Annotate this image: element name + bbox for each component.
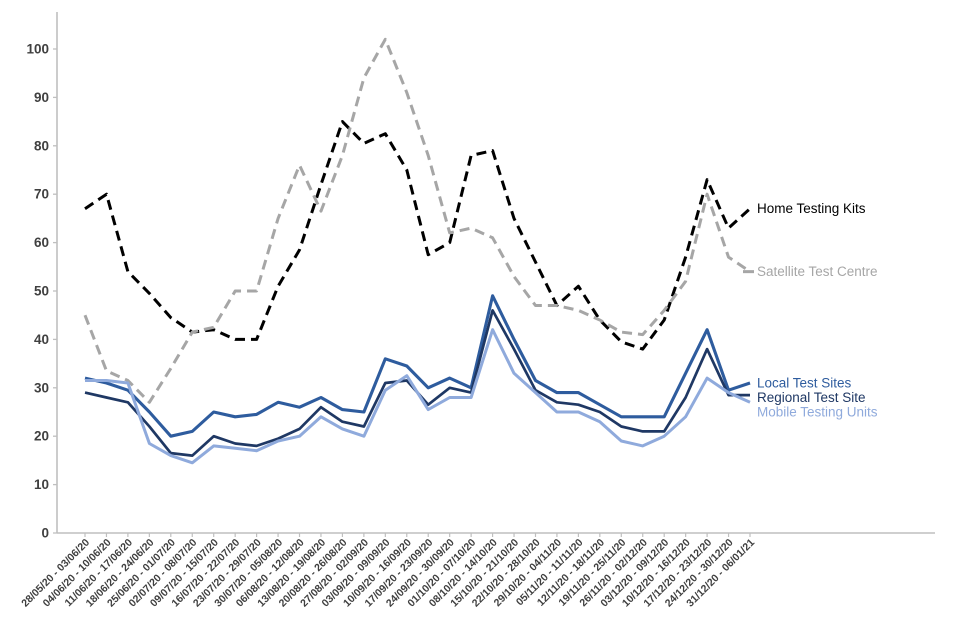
series-line-home-testing-kits <box>84 120 752 351</box>
y-tick-label: 60 <box>34 235 49 250</box>
y-tick-label: 30 <box>34 380 49 395</box>
series-label-satellite-test-centre: Satellite Test Centre <box>757 264 878 279</box>
series-line-mobile-testing-units <box>85 328 751 465</box>
y-tick-label: 10 <box>34 477 49 492</box>
y-tick-label: 90 <box>34 90 49 105</box>
series-label-home-testing-kits: Home Testing Kits <box>757 201 866 216</box>
y-tick-label: 0 <box>41 526 49 541</box>
y-tick-label: 80 <box>34 138 49 153</box>
y-tick-label: 100 <box>26 42 49 57</box>
series-label-mobile-testing-units: Mobile Testing Units <box>757 404 878 419</box>
series-label-local-test-sites: Local Test Sites <box>757 375 852 390</box>
y-tick-label: 20 <box>34 429 49 444</box>
y-tick-label: 40 <box>34 332 49 347</box>
y-tick-label: 70 <box>34 187 49 202</box>
series-line-local-test-sites <box>84 294 751 438</box>
series-line-satellite-test-centre <box>83 37 751 404</box>
series-label-regional-test-site: Regional Test Site <box>757 390 866 405</box>
y-tick-label: 50 <box>34 284 49 299</box>
